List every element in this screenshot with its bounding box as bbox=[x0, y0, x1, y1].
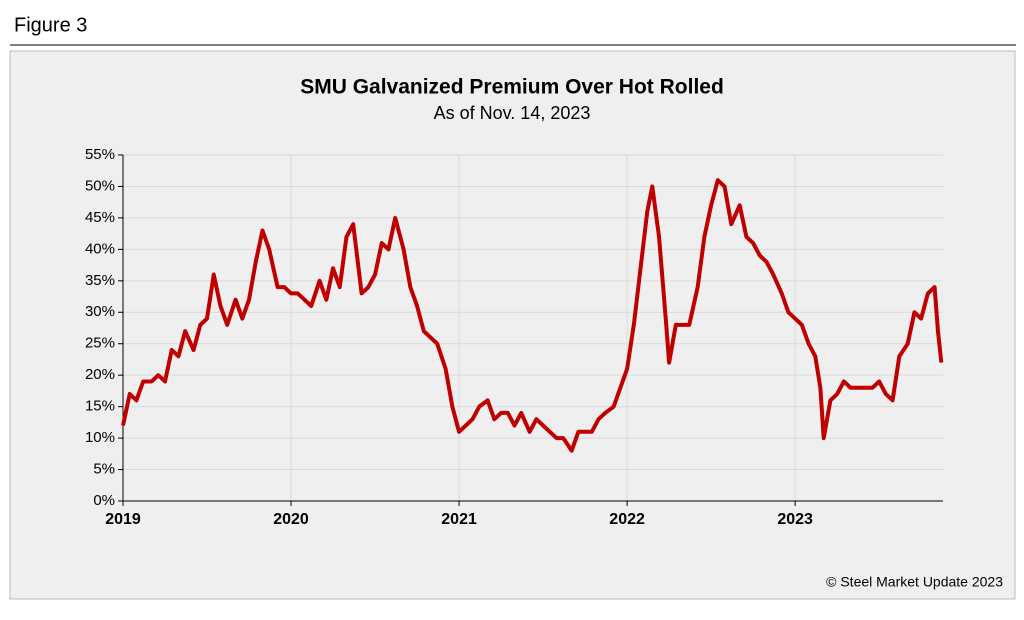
x-tick-label: 2021 bbox=[441, 511, 477, 528]
y-tick-label: 0% bbox=[93, 492, 115, 509]
y-tick-label: 15% bbox=[85, 398, 115, 415]
chart-panel bbox=[9, 50, 1016, 600]
copyright: © Steel Market Update 2023 bbox=[826, 574, 1003, 590]
figure-label: Figure 3 bbox=[14, 14, 87, 36]
y-tick-label: 10% bbox=[85, 429, 115, 446]
chart-title: SMU Galvanized Premium Over Hot Rolled bbox=[300, 76, 724, 99]
y-tick-label: 25% bbox=[85, 335, 115, 352]
chart-subtitle: As of Nov. 14, 2023 bbox=[434, 103, 591, 123]
data-line bbox=[121, 178, 944, 453]
x-tick-label: 2019 bbox=[105, 511, 141, 528]
y-tick-label: 40% bbox=[85, 240, 115, 257]
y-tick-label: 50% bbox=[85, 177, 115, 194]
y-tick-label: 45% bbox=[85, 209, 115, 226]
x-tick-label: 2020 bbox=[273, 511, 309, 528]
y-tick-label: 30% bbox=[85, 303, 115, 320]
y-tick-label: 35% bbox=[85, 272, 115, 289]
y-tick-label: 55% bbox=[85, 146, 115, 163]
plot: 0% 5% 10% 15% 20% 25% 30% 35% 40% 45% 50% 55% 2019 20… bbox=[85, 146, 944, 528]
y-tick-label: 5% bbox=[93, 461, 115, 478]
x-tick-label: 2023 bbox=[777, 511, 813, 528]
x-tick-label: 2022 bbox=[609, 511, 645, 528]
y-tick-label: 20% bbox=[85, 366, 115, 383]
